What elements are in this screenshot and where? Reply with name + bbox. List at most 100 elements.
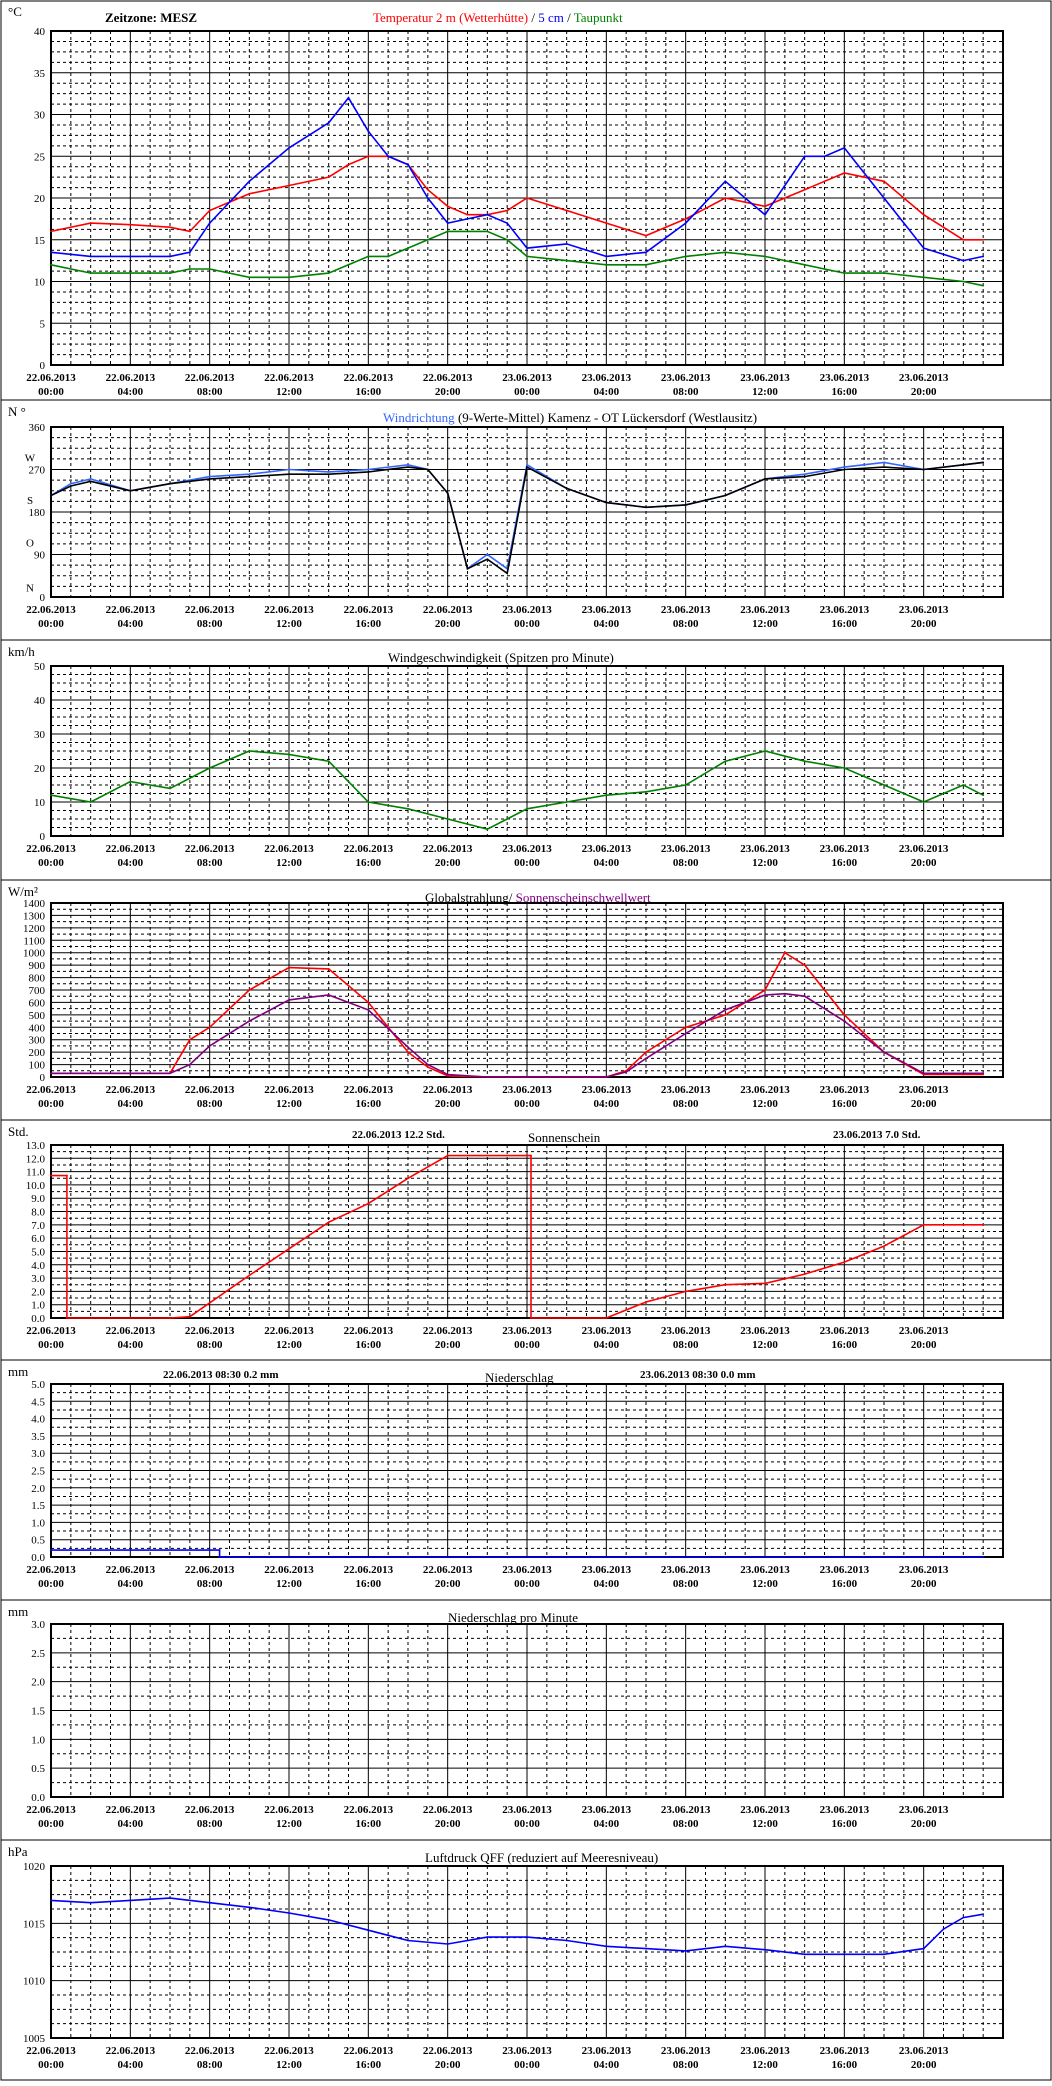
y-unit-label: Std.: [8, 1124, 29, 1139]
data-point: [50, 1174, 52, 1177]
x-tick-date: 22.06.2013: [106, 1804, 156, 1816]
data-point: [407, 466, 409, 469]
data-point: [327, 1918, 330, 1921]
data-point: [169, 272, 171, 275]
x-tick-date: 23.06.2013: [582, 604, 632, 616]
x-tick-date: 23.06.2013: [502, 1564, 552, 1576]
data-point: [724, 197, 727, 199]
data-point: [248, 750, 251, 752]
x-tick-date: 23.06.2013: [582, 2045, 632, 2057]
x-tick-time: 00:00: [38, 1339, 64, 1351]
x-tick-date: 22.06.2013: [423, 604, 473, 616]
data-point: [208, 767, 211, 769]
data-point: [605, 263, 608, 266]
x-tick-time: 20:00: [435, 857, 461, 869]
x-tick-time: 04:00: [593, 1098, 619, 1110]
x-tick-time: 04:00: [593, 857, 619, 869]
x-tick-date: 22.06.2013: [185, 1804, 235, 1816]
data-point: [962, 784, 965, 786]
data-point: [724, 1008, 727, 1011]
panel-title: Luftdruck QFF (reduziert auf Meeresnivea…: [425, 1850, 658, 1865]
data-point: [446, 222, 449, 224]
x-tick-date: 23.06.2013: [502, 2045, 552, 2057]
y-tick-label: 5.0: [31, 1246, 45, 1258]
data-point: [188, 1038, 191, 1041]
data-point: [843, 466, 846, 469]
data-point: [684, 255, 687, 258]
x-tick-time: 04:00: [117, 1818, 143, 1830]
data-point: [327, 470, 330, 473]
data-point: [208, 1026, 211, 1029]
data-point: [565, 487, 568, 490]
data-point: [645, 251, 647, 254]
y-direction-letter: O: [26, 538, 34, 550]
x-tick-time: 08:00: [673, 618, 699, 630]
y-tick-label: 15: [34, 235, 46, 247]
data-point: [764, 213, 766, 216]
panel-temperature: 0 5 10 15 20 25 30 35 40 °C Zeitzone: MESZ Temperat…: [8, 4, 1004, 398]
y-tick-label: 11.0: [26, 1167, 45, 1179]
data-point: [89, 480, 92, 483]
x-tick-date: 23.06.2013: [582, 1804, 632, 1816]
data-point: [823, 268, 826, 270]
data-point: [288, 999, 290, 1001]
data-point: [823, 155, 826, 158]
x-tick-time: 16:00: [355, 1818, 381, 1830]
y-tick-label: 1.5: [31, 1500, 45, 1512]
data-point: [565, 209, 568, 212]
x-tick-time: 12:00: [276, 1818, 302, 1830]
x-tick-time: 08:00: [673, 386, 699, 398]
panel-title: Windrichtung (9-Werte-Mittel) Kamenz - O…: [383, 410, 757, 425]
data-point: [50, 1899, 52, 1902]
x-tick-time: 04:00: [117, 1339, 143, 1351]
y-tick-label: 1400: [23, 898, 46, 910]
data-point: [764, 255, 766, 258]
y-tick-label: 40: [34, 695, 46, 707]
data-point: [69, 485, 72, 487]
y-tick-label: 25: [34, 151, 46, 163]
x-tick-time: 20:00: [435, 386, 461, 398]
data-point: [645, 790, 647, 793]
data-point: [486, 213, 489, 216]
x-tick-date: 22.06.2013: [26, 1564, 76, 1576]
data-point: [50, 230, 52, 233]
data-point: [446, 492, 449, 495]
x-tick-date: 22.06.2013: [106, 1084, 156, 1096]
annotation: 23.06.2013 7.0 Std.: [833, 1129, 921, 1141]
panel-title-part: (9-Werte-Mittel): [455, 410, 545, 425]
x-tick-time: 16:00: [355, 386, 381, 398]
x-tick-date: 22.06.2013: [264, 1804, 314, 1816]
x-tick-date: 22.06.2013: [264, 372, 314, 384]
x-tick-time: 20:00: [911, 2059, 937, 2071]
y-tick-label: 1.0: [31, 1517, 45, 1529]
y-direction-letter: W: [25, 453, 36, 465]
y-tick-label: 0.5: [31, 1763, 45, 1775]
series-line: [50, 230, 984, 287]
data-point: [288, 1912, 290, 1914]
data-point: [208, 475, 211, 478]
data-point: [684, 217, 687, 220]
data-point: [486, 230, 489, 233]
data-point: [803, 1953, 806, 1956]
x-tick-date: 22.06.2013: [264, 1084, 314, 1096]
x-tick-time: 16:00: [831, 386, 857, 398]
data-point: [387, 255, 390, 258]
data-point: [65, 1317, 68, 1319]
x-tick-time: 12:00: [276, 857, 302, 869]
data-point: [724, 494, 727, 497]
x-tick-date: 23.06.2013: [661, 1804, 711, 1816]
data-point: [684, 1290, 687, 1293]
y-tick-label: 1015: [23, 1918, 46, 1930]
panel-global_radiation: 0100200300400500600700800900100011001200…: [1, 879, 1051, 1110]
x-tick-date: 22.06.2013: [185, 1325, 235, 1337]
data-point: [367, 1008, 370, 1011]
x-tick-date: 22.06.2013: [423, 1804, 473, 1816]
y-tick-label: 90: [34, 550, 46, 562]
x-tick-date: 23.06.2013: [661, 604, 711, 616]
x-tick-date: 23.06.2013: [502, 843, 552, 855]
data-point: [803, 964, 806, 967]
data-point: [684, 1026, 687, 1029]
data-point: [129, 1072, 132, 1075]
x-tick-date: 23.06.2013: [899, 2045, 949, 2057]
x-tick-date: 22.06.2013: [264, 2045, 314, 2057]
